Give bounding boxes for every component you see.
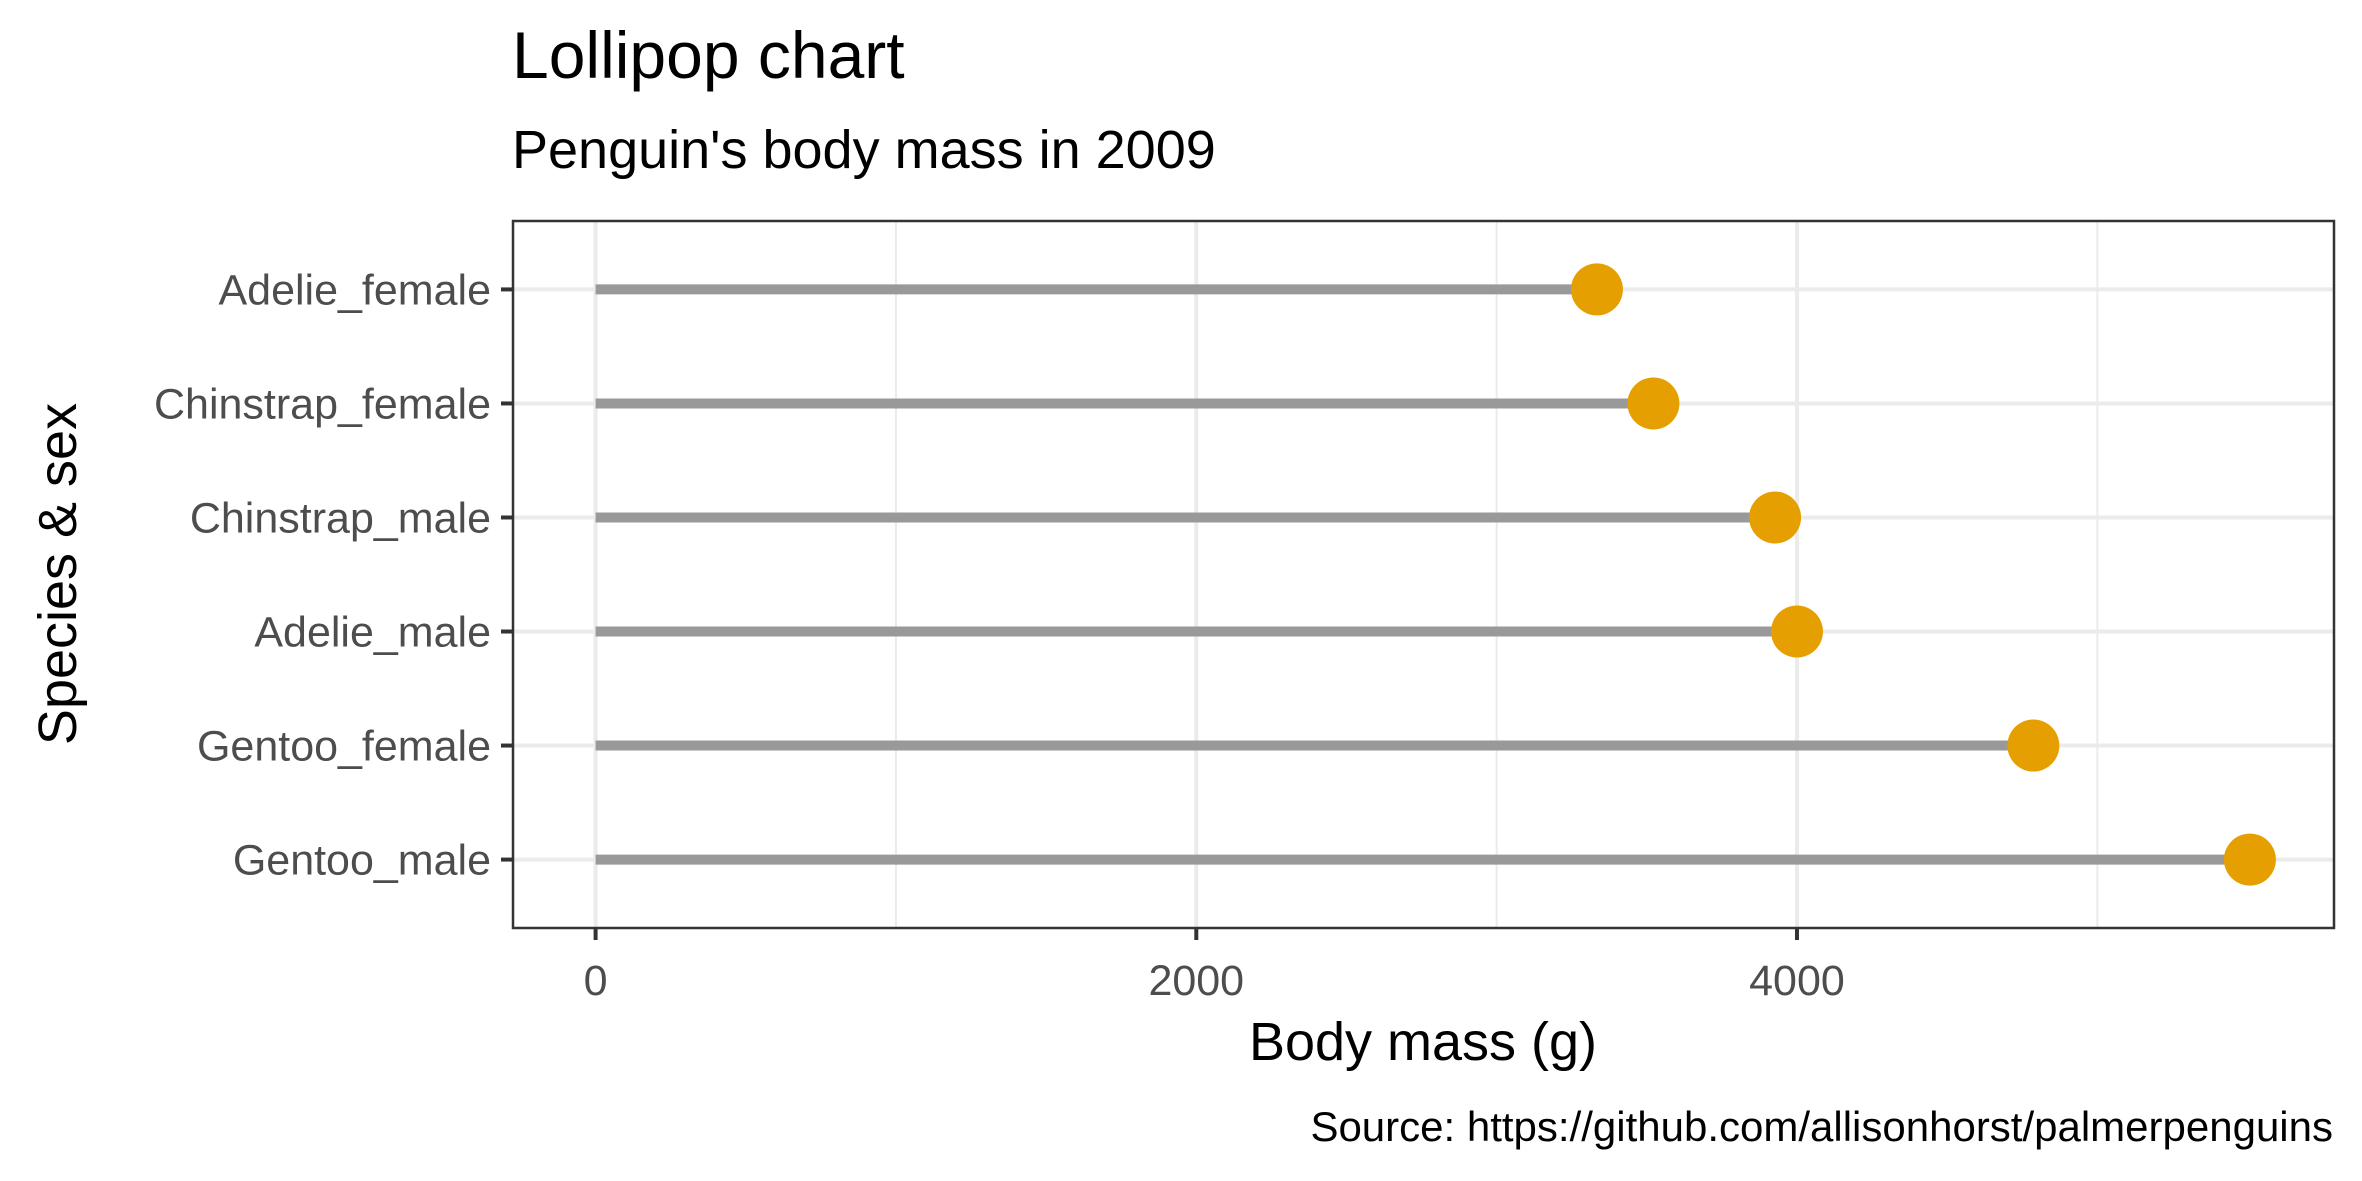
y-tick-label: Adelie_male <box>254 609 491 657</box>
x-axis: 0 2000 4000 <box>584 928 1845 1005</box>
lollipop-point <box>2007 719 2060 772</box>
lollipop-point <box>1570 263 1623 316</box>
lollipop-point <box>1749 491 1802 544</box>
y-tick-label: Gentoo_male <box>233 837 491 885</box>
panel-border <box>511 219 2336 930</box>
chart-subtitle: Penguin's body mass in 2009 <box>512 120 1216 180</box>
x-tick-label: 4000 <box>1749 957 1845 1005</box>
lollipop-point <box>1627 377 1680 430</box>
points <box>1570 263 2276 886</box>
y-tick-label: Chinstrap_female <box>154 380 491 428</box>
stems <box>595 284 2250 865</box>
y-axis-title: Species & sex <box>28 403 88 745</box>
lollipop-point <box>2223 833 2276 886</box>
chart-title: Lollipop chart <box>512 18 905 92</box>
y-axis: Adelie_female Chinstrap_female Chinstrap_m… <box>154 266 513 885</box>
chart-caption: Source: https://github.com/allisonhorst/… <box>1310 1103 2333 1150</box>
x-tick-label: 0 <box>584 957 608 1005</box>
y-tick-label: Gentoo_female <box>197 723 491 771</box>
x-tick-label: 2000 <box>1148 957 1244 1005</box>
grid-layer <box>513 221 2334 928</box>
y-tick-label: Adelie_female <box>218 266 491 314</box>
lollipop-point <box>1770 605 1823 658</box>
y-tick-label: Chinstrap_male <box>190 494 491 542</box>
x-axis-title: Body mass (g) <box>1249 1012 1597 1072</box>
